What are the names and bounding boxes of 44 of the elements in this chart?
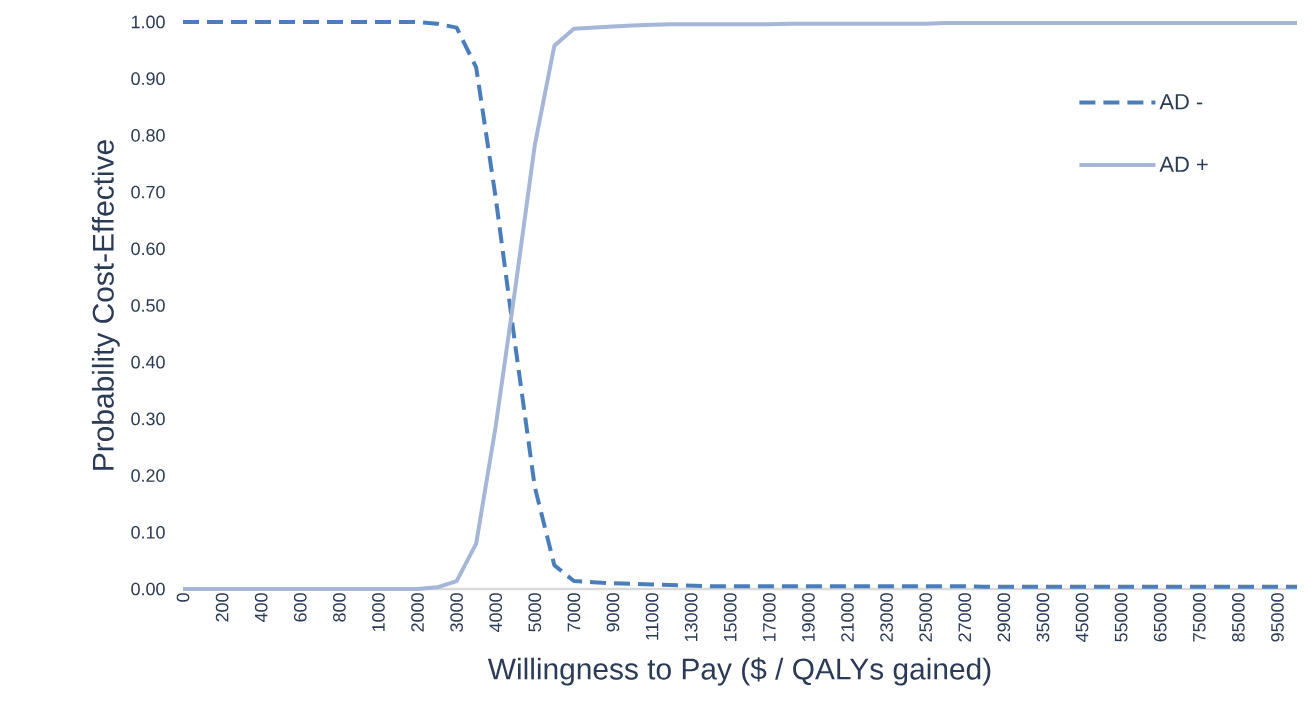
x-tick-label: 85000 [1232,593,1245,642]
y-tick-label: 0.60 [131,242,165,256]
y-tick-label: 0.70 [131,185,165,199]
x-tick-label: 65000 [1153,593,1167,642]
x-tick-label: 4000 [489,593,503,633]
x-tick-label: 9000 [606,593,620,632]
x-tick-label: 23000 [880,593,893,642]
x-tick-label: 21000 [841,593,854,642]
y-axis-title: Probability Cost-Effective [91,140,120,470]
x-tick-label: 7000 [567,593,581,632]
x-tick-label: 5000 [528,593,542,632]
x-tick-label: 3000 [450,593,463,632]
y-tick-label: 0.10 [131,525,165,539]
x-tick-label: 25000 [919,593,933,642]
legend-label: AD - [1159,94,1203,110]
x-tick-label: 11000 [645,593,659,640]
x-tick-label: 17000 [762,593,776,642]
x-tick-label: 55000 [1114,593,1128,642]
y-tick-label: 0.80 [131,129,165,142]
y-tick-label: 0.00 [131,582,165,596]
y-tick-label: 0.30 [131,412,165,426]
y-tick-label: 1.00 [131,15,165,29]
x-tick-label: 27000 [958,593,972,642]
x-tick-label: 1000 [372,593,385,632]
x-tick-label: 95000 [1271,593,1284,642]
x-tick-label: 45000 [1075,593,1089,642]
x-tick-label: 15000 [723,593,737,642]
y-tick-label: 0.90 [131,72,165,86]
x-tick-label: 800 [333,593,346,622]
x-tick-label: 35000 [1036,593,1050,642]
x-axis-title: Willingness to Pay ($ / QALYs gained) [487,657,991,686]
legend-label: AD + [1159,156,1208,172]
x-tick-label: 0 [176,593,190,602]
y-tick-label: 0.50 [131,299,165,312]
x-tick-label: 29000 [997,593,1011,642]
x-tick-label: 19000 [802,593,815,642]
x-tick-label: 75000 [1192,593,1206,642]
y-tick-label: 0.40 [131,355,165,369]
x-tick-label: 400 [254,593,268,623]
x-tick-label: 13000 [684,593,698,642]
y-tick-label: 0.20 [131,469,165,482]
x-tick-label: 600 [293,593,307,622]
x-tick-label: 2000 [411,593,424,632]
x-tick-label: 200 [215,593,229,622]
